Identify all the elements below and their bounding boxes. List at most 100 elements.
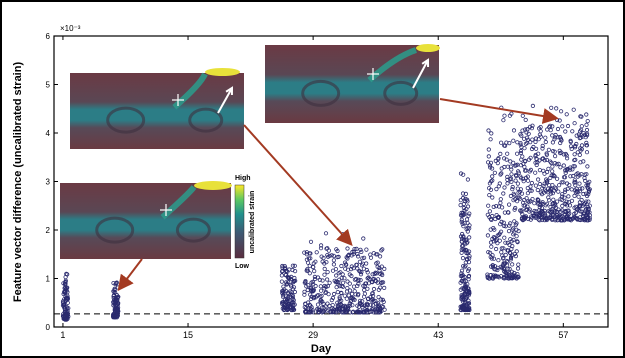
point-c5-80 <box>511 138 516 143</box>
point-c5-251 <box>500 264 505 269</box>
inset-panel-1 <box>265 44 440 123</box>
point-c3-348 <box>368 302 373 307</box>
point-c4-140 <box>464 227 469 232</box>
point-c3-315 <box>375 277 381 282</box>
point-c3-31 <box>329 297 334 303</box>
point-c6-344 <box>562 189 568 194</box>
point-c6-394 <box>555 218 560 223</box>
point-c3-115 <box>355 254 361 259</box>
point-c5-247 <box>504 140 509 145</box>
point-c6-390 <box>534 162 539 168</box>
point-c5-219 <box>486 154 491 159</box>
point-c6-489 <box>553 205 558 210</box>
point-c5-60 <box>498 222 503 227</box>
point-c3-415 <box>340 304 346 309</box>
point-c3-70 <box>325 283 330 289</box>
point-c3-374 <box>381 299 386 304</box>
point-c6-432 <box>546 209 551 214</box>
point-c6-453 <box>566 212 571 217</box>
point-c4-168 <box>462 299 468 304</box>
point-c6-341 <box>577 152 582 157</box>
point-c5-239 <box>490 253 495 258</box>
point-c6-466 <box>572 193 577 198</box>
point-c4-134 <box>467 256 472 261</box>
point-c5-245 <box>496 157 501 162</box>
point-c6-450 <box>559 180 564 185</box>
x-tick-label-2: 29 <box>308 330 318 340</box>
inset-streak-2 <box>160 185 197 220</box>
point-c3-165 <box>373 301 379 306</box>
point-c6-314 <box>555 126 561 132</box>
point-c3-139 <box>355 251 360 257</box>
x-tick-label-4: 57 <box>558 330 568 340</box>
point-c6-424 <box>531 213 536 218</box>
point-c5-47 <box>501 246 506 251</box>
point-c6-292 <box>552 154 558 159</box>
point-c3-208 <box>351 266 356 271</box>
point-c6-295 <box>572 180 577 185</box>
point-c3-366 <box>349 296 354 301</box>
point-c5-94 <box>489 217 494 222</box>
point-c6-515 <box>557 134 563 140</box>
point-c3-200 <box>346 293 351 298</box>
point-c0-58 <box>65 272 70 277</box>
point-c6-111 <box>549 105 554 110</box>
point-c5-218 <box>486 250 491 255</box>
point-c6-395 <box>528 184 533 189</box>
point-c6-326 <box>570 129 575 134</box>
point-c5-254 <box>503 224 508 229</box>
point-c2-86 <box>281 290 286 295</box>
point-c6-449 <box>542 181 547 186</box>
inset-panel-2 <box>60 181 232 259</box>
point-c3-404 <box>365 270 370 275</box>
point-c2-109 <box>290 305 295 311</box>
point-c6-100 <box>576 194 581 199</box>
point-c3-126 <box>376 301 381 306</box>
y-tick-label-4: 4 <box>46 129 51 138</box>
point-c6-417 <box>529 214 534 219</box>
point-c3-398 <box>363 281 368 286</box>
point-c6-358 <box>519 208 524 213</box>
point-c3-402 <box>364 267 369 273</box>
point-c5-243 <box>510 184 515 190</box>
point-c6-479 <box>537 218 542 223</box>
inset-white-arrowhead-1 <box>421 58 430 68</box>
point-c3-344 <box>340 280 346 285</box>
point-c5-50 <box>487 209 492 214</box>
point-c3-103 <box>315 302 321 307</box>
point-c3-15 <box>380 280 386 285</box>
point-c5-28 <box>513 163 518 168</box>
point-c3-306 <box>322 272 327 277</box>
point-c1-85 <box>111 303 116 308</box>
point-c6-473 <box>546 198 552 203</box>
point-c6-259 <box>561 163 566 168</box>
point-c6-151 <box>577 181 582 186</box>
point-c6-176 <box>536 137 541 142</box>
point-c5-225 <box>508 176 513 181</box>
y-tick-label-0: 0 <box>46 323 51 332</box>
point-c6-422 <box>520 128 525 133</box>
point-c3-358 <box>361 236 366 241</box>
point-c6-139 <box>579 124 584 129</box>
point-c6-373 <box>542 214 548 219</box>
point-c5-257 <box>510 262 515 267</box>
point-c3-383 <box>336 306 341 311</box>
point-c4-179 <box>466 259 472 265</box>
point-c5-182 <box>488 264 494 269</box>
point-c6-260 <box>544 181 549 186</box>
point-c2-92 <box>279 269 285 274</box>
point-c3-287 <box>335 248 340 254</box>
point-c6-513 <box>525 191 531 196</box>
point-c3-338 <box>337 295 342 300</box>
point-c4-54 <box>465 281 470 287</box>
point-c6-288 <box>565 186 570 191</box>
point-c5-220 <box>488 240 494 245</box>
point-c5-36 <box>509 172 514 177</box>
point-c6-495 <box>538 129 543 134</box>
point-c5-196 <box>512 207 517 212</box>
point-c4-155 <box>458 171 464 176</box>
point-c6-504 <box>518 150 524 156</box>
point-c5-242 <box>508 159 513 164</box>
point-c3-390 <box>358 277 363 283</box>
